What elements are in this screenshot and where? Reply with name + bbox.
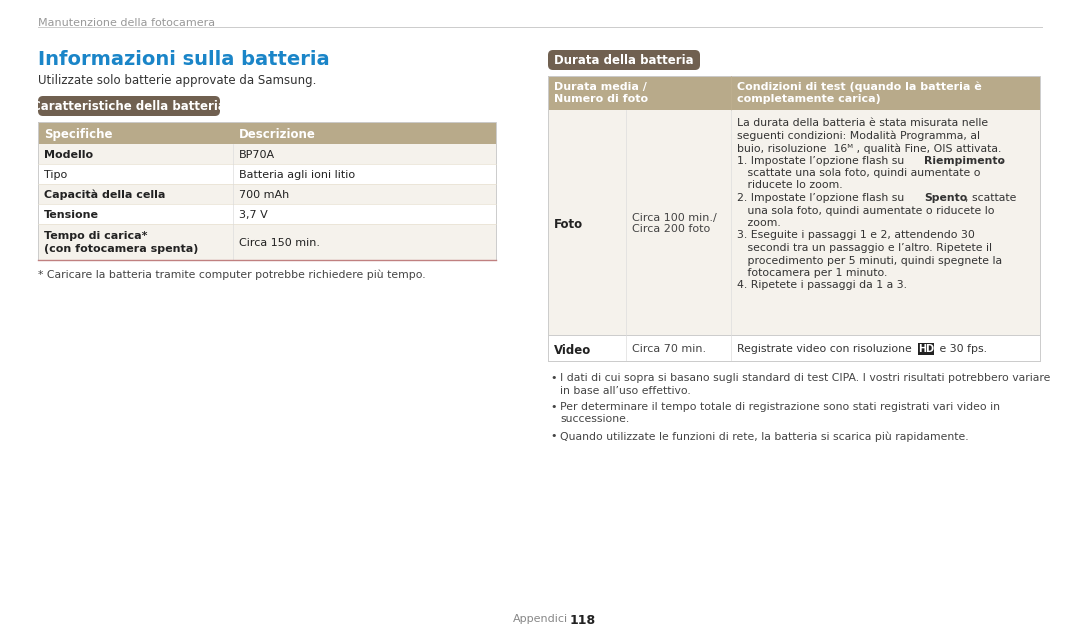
Text: seguenti condizioni: Modalità Programma, al: seguenti condizioni: Modalità Programma,… — [737, 130, 980, 141]
Text: HD: HD — [918, 344, 934, 354]
Bar — [548, 335, 1040, 361]
Text: zoom.: zoom. — [737, 218, 781, 228]
Bar — [548, 76, 1040, 361]
Text: Registrate video con risoluzione: Registrate video con risoluzione — [737, 344, 915, 354]
Text: (con fotocamera spenta): (con fotocamera spenta) — [44, 244, 199, 254]
Text: fotocamera per 1 minuto.: fotocamera per 1 minuto. — [737, 268, 888, 278]
Text: •: • — [550, 402, 556, 412]
Text: Condizioni di test (quando la batteria è
completamente carica): Condizioni di test (quando la batteria è… — [737, 82, 982, 104]
Text: Video: Video — [554, 344, 591, 357]
Text: Tempo di carica*: Tempo di carica* — [44, 231, 148, 241]
Text: , scattate: , scattate — [966, 193, 1016, 203]
Text: Tipo: Tipo — [44, 170, 67, 180]
Text: BP70A: BP70A — [239, 150, 275, 160]
Text: procedimento per 5 minuti, quindi spegnete la: procedimento per 5 minuti, quindi spegne… — [737, 256, 1002, 265]
Text: Specifiche: Specifiche — [44, 128, 112, 141]
Text: Riempimento: Riempimento — [924, 156, 1005, 166]
Text: * Caricare la batteria tramite computer potrebbe richiedere più tempo.: * Caricare la batteria tramite computer … — [38, 270, 426, 280]
Text: •: • — [550, 431, 556, 441]
Bar — [918, 343, 934, 355]
Text: 3,7 V: 3,7 V — [239, 210, 268, 220]
Bar — [38, 122, 496, 144]
Bar — [548, 110, 1040, 335]
Text: riducete lo zoom.: riducete lo zoom. — [737, 181, 842, 190]
Text: Capacità della cella: Capacità della cella — [44, 190, 165, 200]
Bar — [38, 164, 496, 184]
Text: 3. Eseguite i passaggi 1 e 2, attendendo 30: 3. Eseguite i passaggi 1 e 2, attendendo… — [737, 231, 975, 241]
Text: La durata della batteria è stata misurata nelle: La durata della batteria è stata misurat… — [737, 118, 988, 128]
Text: 1. Impostate l’opzione flash su: 1. Impostate l’opzione flash su — [737, 156, 908, 166]
Text: Quando utilizzate le funzioni di rete, la batteria si scarica più rapidamente.: Quando utilizzate le funzioni di rete, l… — [561, 431, 969, 442]
Text: 118: 118 — [570, 614, 596, 627]
Text: Tensione: Tensione — [44, 210, 99, 220]
Text: Utilizzate solo batterie approvate da Samsung.: Utilizzate solo batterie approvate da Sa… — [38, 74, 316, 87]
Text: 4. Ripetete i passaggi da 1 a 3.: 4. Ripetete i passaggi da 1 a 3. — [737, 280, 907, 290]
Bar — [38, 204, 496, 224]
Text: I dati di cui sopra si basano sugli standard di test CIPA. I vostri risultati po: I dati di cui sopra si basano sugli stan… — [561, 373, 1051, 383]
Text: scattate una sola foto, quindi aumentate o: scattate una sola foto, quindi aumentate… — [737, 168, 981, 178]
Text: Batteria agli ioni litio: Batteria agli ioni litio — [239, 170, 355, 180]
Text: Foto: Foto — [554, 219, 583, 231]
FancyBboxPatch shape — [548, 50, 700, 70]
Text: ,: , — [999, 156, 1002, 166]
Text: •: • — [550, 373, 556, 383]
Text: Spento: Spento — [924, 193, 968, 203]
Bar — [38, 224, 496, 260]
Bar — [548, 76, 1040, 110]
Text: Informazioni sulla batteria: Informazioni sulla batteria — [38, 50, 329, 69]
Bar — [38, 144, 496, 164]
Text: Appendici: Appendici — [512, 614, 568, 624]
Text: Durata della batteria: Durata della batteria — [554, 54, 693, 67]
Text: buio, risoluzione  16ᴹ , qualità Fine, OIS attivata.: buio, risoluzione 16ᴹ , qualità Fine, OI… — [737, 143, 1001, 154]
FancyBboxPatch shape — [38, 96, 220, 116]
Text: una sola foto, quindi aumentate o riducete lo: una sola foto, quindi aumentate o riduce… — [737, 205, 995, 215]
Text: 700 mAh: 700 mAh — [239, 190, 289, 200]
Text: Circa 150 min.: Circa 150 min. — [239, 238, 320, 248]
Text: in base all’uso effettivo.: in base all’uso effettivo. — [561, 386, 691, 396]
Text: Durata media /
Numero di foto: Durata media / Numero di foto — [554, 82, 648, 103]
Bar — [38, 122, 496, 260]
Text: Modello: Modello — [44, 150, 93, 160]
Bar — [38, 184, 496, 204]
Text: Descrizione: Descrizione — [239, 128, 315, 141]
Text: 2. Impostate l’opzione flash su: 2. Impostate l’opzione flash su — [737, 193, 908, 203]
Text: successione.: successione. — [561, 415, 630, 425]
Text: Manutenzione della fotocamera: Manutenzione della fotocamera — [38, 18, 215, 28]
Text: Caratteristiche della batteria: Caratteristiche della batteria — [32, 100, 226, 113]
Text: Circa 200 foto: Circa 200 foto — [632, 224, 711, 234]
Text: secondi tra un passaggio e l’altro. Ripetete il: secondi tra un passaggio e l’altro. Ripe… — [737, 243, 993, 253]
Text: e 30 fps.: e 30 fps. — [936, 344, 987, 354]
Text: Circa 100 min./: Circa 100 min./ — [632, 212, 717, 222]
Text: Circa 70 min.: Circa 70 min. — [632, 344, 706, 354]
Text: Per determinare il tempo totale di registrazione sono stati registrati vari vide: Per determinare il tempo totale di regis… — [561, 402, 1000, 412]
